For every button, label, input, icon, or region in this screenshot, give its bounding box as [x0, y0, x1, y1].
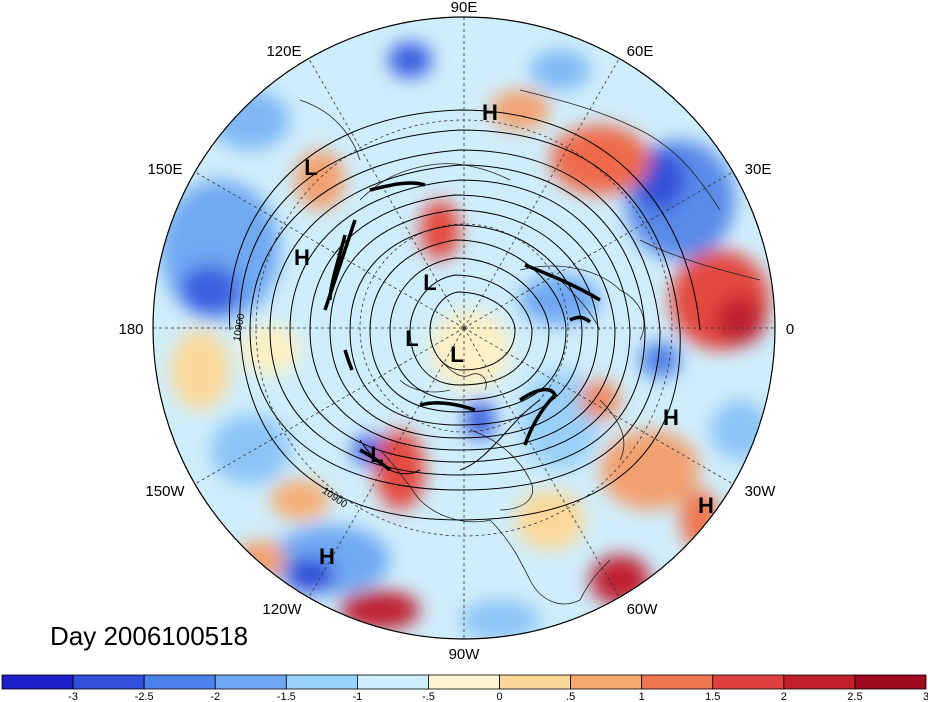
lon-label-60w: 60W — [627, 601, 659, 618]
lon-label-150w: 150W — [145, 483, 185, 500]
colorbar-swatch — [499, 674, 572, 690]
colorbar-swatch — [428, 674, 500, 690]
high-label: H — [663, 405, 679, 430]
lon-label-120w: 120W — [262, 601, 302, 618]
lon-label-60e: 60E — [627, 43, 654, 60]
graticule — [153, 17, 775, 639]
colorbar-tick-label: 3 — [923, 691, 928, 702]
contour-label: 10900 — [232, 312, 248, 342]
jet-segments — [323, 181, 601, 472]
low-label: L — [450, 342, 463, 367]
map-boundary — [152, 16, 776, 640]
pressure-centers: H L H L L L L H H H — [294, 100, 714, 569]
colorbar-swatch — [712, 674, 785, 690]
colorbar-tick-label: 1.5 — [705, 691, 720, 702]
colorbar-swatch — [570, 674, 643, 690]
colorbar-tick-label: 1 — [639, 691, 645, 702]
low-label: L — [423, 270, 436, 295]
lon-label-180: 180 — [118, 321, 143, 338]
low-label: L — [370, 442, 383, 467]
colorbar-tick-label: -1 — [352, 691, 362, 702]
lon-label-90e: 90E — [451, 0, 478, 16]
low-label: L — [405, 326, 418, 351]
colorbar-swatch — [143, 674, 216, 690]
colorbar-swatch — [285, 674, 358, 690]
colorbar-swatch — [783, 674, 856, 690]
lon-label-30e: 30E — [745, 161, 772, 178]
lon-label-150e: 150E — [147, 161, 182, 178]
colorbar-swatch — [72, 674, 145, 690]
low-label: L — [304, 155, 317, 180]
high-label: H — [698, 493, 714, 518]
colorbar-tick-label: -3 — [68, 691, 78, 702]
colorbar-tick-label: -.5 — [422, 691, 435, 702]
colorbar-tick-label: -2 — [210, 691, 220, 702]
lon-label-120e: 120E — [266, 43, 301, 60]
colorbar-swatch — [854, 674, 927, 690]
high-label: H — [319, 544, 335, 569]
colorbar-swatch — [214, 674, 287, 690]
colorbar: -3 -2.5 -2 -1.5 -1 -.5 0 .5 1 1.5 2 2.5 3 — [1, 674, 928, 702]
lon-label-90w: 90W — [449, 646, 481, 663]
lon-label-30w: 30W — [745, 483, 777, 500]
colorbar-tick-label: 2 — [781, 691, 787, 702]
colorbar-swatch — [1, 674, 74, 690]
colorbar-tick-label: 2.5 — [847, 691, 862, 702]
colorbar-tick-label: -1.5 — [277, 691, 296, 702]
colorbar-tick-label: 0 — [496, 691, 502, 702]
colorbar-tick-label: -2.5 — [135, 691, 154, 702]
longitude-labels: 90E 60E 30E 0 30W 60W 90W 120W 150W 180 … — [118, 0, 794, 663]
high-label: H — [294, 245, 310, 270]
high-label: H — [482, 100, 498, 125]
colorbar-swatch — [356, 674, 429, 690]
lon-label-0: 0 — [786, 321, 794, 338]
colorbar-swatch — [641, 674, 714, 690]
day-label: Day 2006100518 — [50, 621, 248, 651]
colorbar-tick-label: .5 — [566, 691, 575, 702]
